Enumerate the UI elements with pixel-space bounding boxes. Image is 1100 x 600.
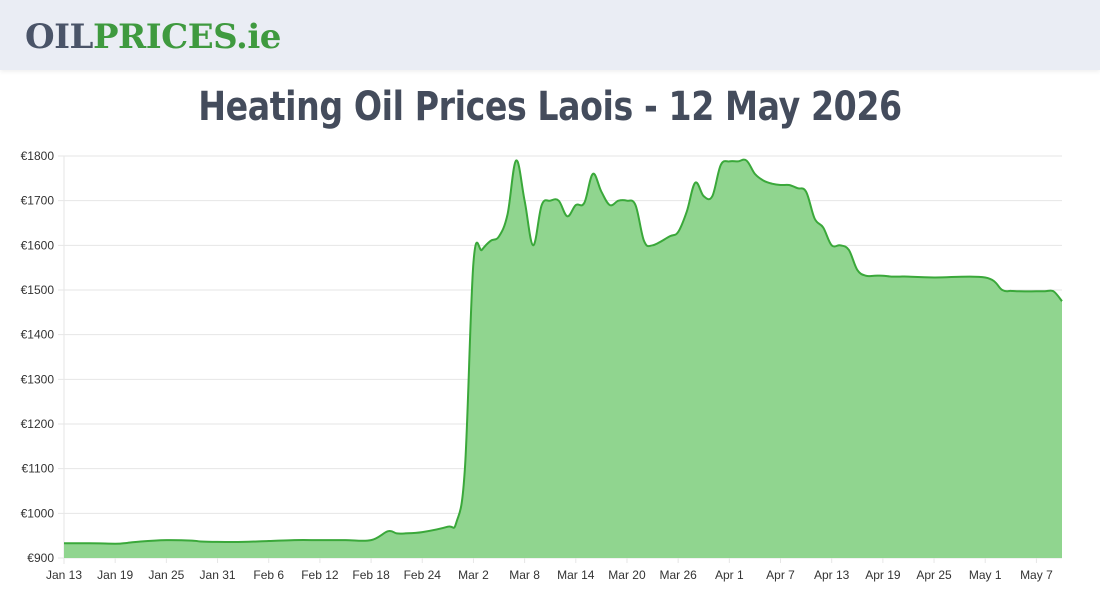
y-tick-label: €1100 xyxy=(22,462,55,476)
x-tick-label: Feb 18 xyxy=(352,568,390,582)
page-title: Heating Oil Prices Laois - 12 May 2026 xyxy=(198,84,902,130)
y-tick-label: €1300 xyxy=(21,372,55,386)
y-tick-label: €1400 xyxy=(21,328,55,342)
x-tick-label: Apr 19 xyxy=(865,568,901,582)
x-tick-label: Feb 24 xyxy=(404,568,442,582)
y-tick-label: €1700 xyxy=(21,194,55,208)
x-tick-label: Apr 25 xyxy=(916,568,952,582)
x-tick-label: Mar 14 xyxy=(557,568,595,582)
series-line xyxy=(63,158,1063,545)
logo-text-prices: PRICES xyxy=(92,17,237,57)
x-tick-label: Jan 25 xyxy=(148,568,184,582)
x-tick-label: Jan 13 xyxy=(46,568,82,582)
y-tick-label: €1000 xyxy=(21,506,55,520)
series-area-fill xyxy=(64,159,1062,558)
x-tick-label: Feb 6 xyxy=(253,568,284,582)
chart-area-layer xyxy=(63,158,1063,558)
y-tick-label: €1600 xyxy=(21,238,55,252)
x-tick-label: Apr 13 xyxy=(814,568,850,582)
logo-text-tld: .ie xyxy=(235,17,281,57)
x-tick-label: Feb 12 xyxy=(301,568,339,582)
x-tick-label: Mar 26 xyxy=(659,568,697,582)
x-tick-label: Apr 1 xyxy=(715,568,744,582)
logo-text-oil: OIL xyxy=(25,17,93,57)
x-tick-label: May 1 xyxy=(969,568,1002,582)
x-tick-label: Mar 20 xyxy=(608,568,646,582)
x-tick-label: Apr 7 xyxy=(766,568,795,582)
site-logo[interactable]: OILPRICES.ie xyxy=(25,14,281,60)
x-tick-label: May 7 xyxy=(1020,568,1053,582)
y-tick-label: €900 xyxy=(27,551,54,565)
site-header: OILPRICES.ie xyxy=(0,0,1100,70)
y-tick-label: €1200 xyxy=(21,417,55,431)
x-tick-label: Mar 2 xyxy=(458,568,489,582)
y-tick-label: €1500 xyxy=(21,283,55,297)
x-tick-label: Mar 8 xyxy=(509,568,540,582)
x-tick-label: Jan 31 xyxy=(200,568,236,582)
x-tick-label: Jan 19 xyxy=(97,568,133,582)
chart-y-axis: €900 €1000 €1100 €1200 €1300 €1400 €1500 €1600 €… xyxy=(21,149,55,565)
y-tick-label: €1800 xyxy=(21,149,55,163)
chart-x-axis: Jan 13 Jan 19 Jan 25 Jan 31 Feb 6 Feb 12 Feb 1… xyxy=(46,558,1053,582)
